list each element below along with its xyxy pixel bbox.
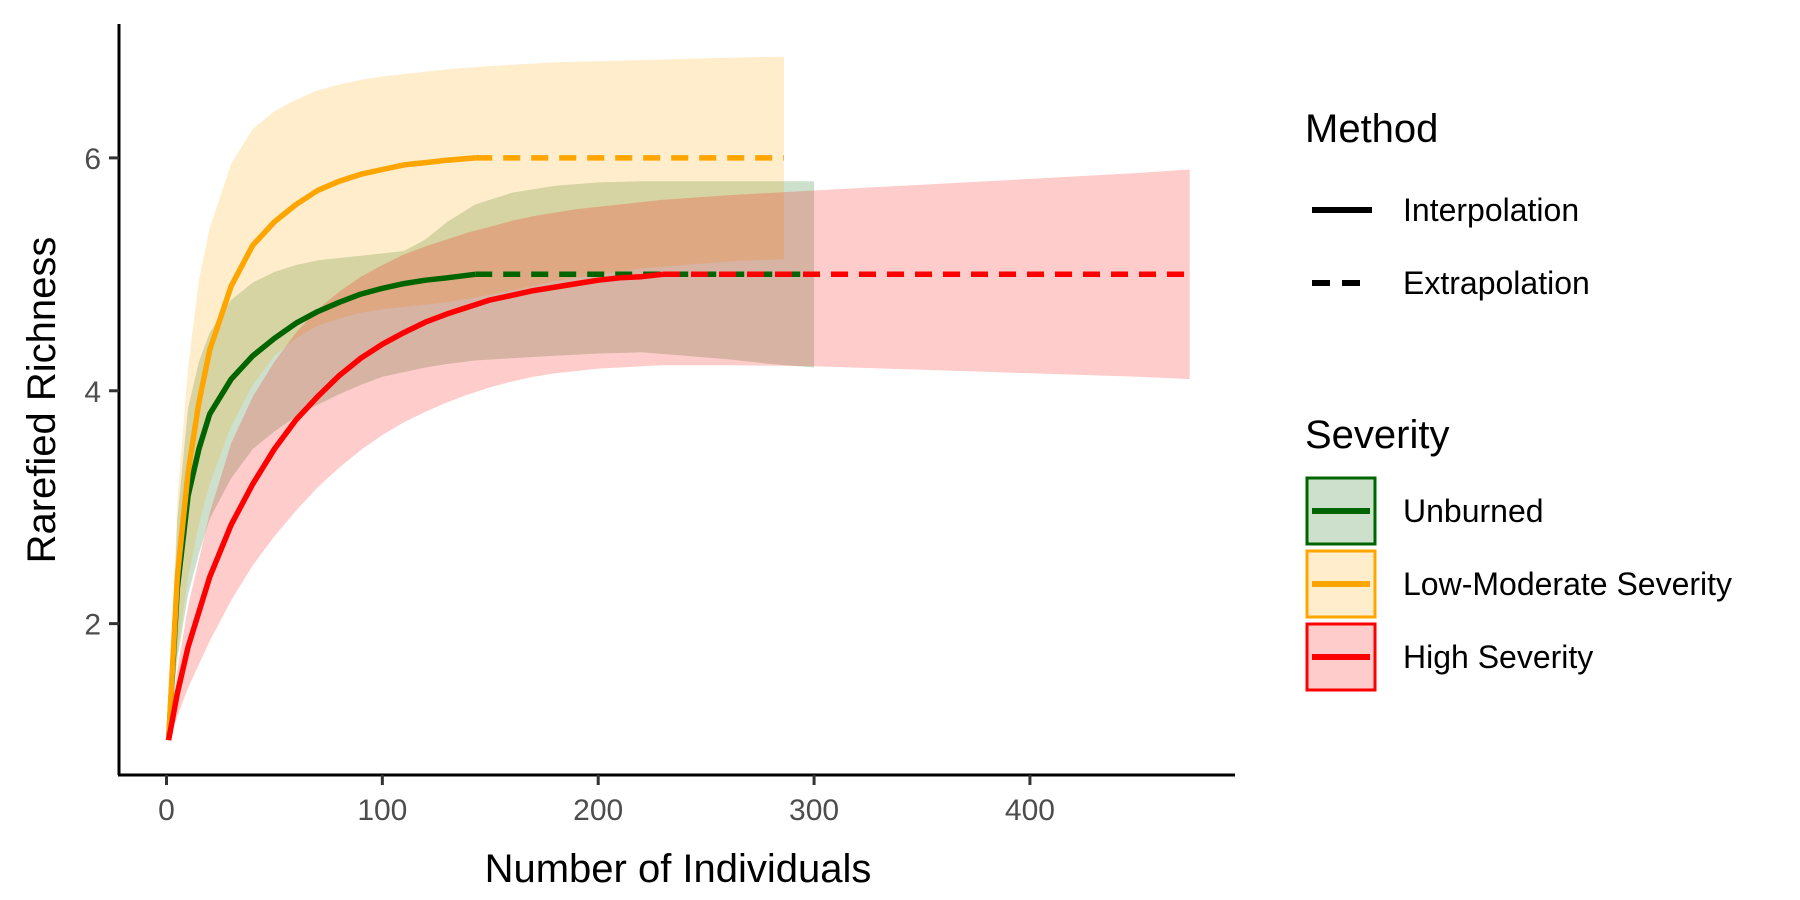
unburned-interpolation-line <box>165 271 476 741</box>
legend-unburned-label: Unburned <box>1403 493 1544 529</box>
confidence-bands <box>168 56 1190 741</box>
y-tick-label: 6 <box>84 143 101 176</box>
y-ticks: 2 4 6 <box>84 143 119 642</box>
x-tick-label: 200 <box>573 794 623 827</box>
unburned-confidence-band <box>168 181 815 741</box>
legend-interpolation-label: Interpolation <box>1403 192 1579 228</box>
legend: Method Interpolation Extrapolation Sever… <box>1305 107 1732 692</box>
legend-severity-title: Severity <box>1305 413 1450 457</box>
x-tick-label: 300 <box>789 794 839 827</box>
high-severity-confidence-band <box>168 169 1190 741</box>
x-tick-label: 400 <box>1005 794 1055 827</box>
legend-low-moderate-label: Low-Moderate Severity <box>1403 566 1732 602</box>
low-moderate-severity-interpolation-line <box>165 155 476 741</box>
axes <box>117 24 1235 777</box>
legend-high-severity-label: High Severity <box>1403 639 1593 675</box>
y-axis-title: Rarefied Richness <box>20 237 64 564</box>
y-tick-label: 4 <box>84 376 101 409</box>
legend-method-title: Method <box>1305 107 1438 151</box>
high-severity-interpolation-line <box>165 271 664 741</box>
x-tick-label: 0 <box>158 794 175 827</box>
x-tick-label: 100 <box>357 794 407 827</box>
y-tick-label: 2 <box>84 609 101 642</box>
legend-extrapolation-label: Extrapolation <box>1403 265 1590 301</box>
low-moderate-severity-confidence-band <box>168 56 784 741</box>
x-ticks: 0 100 200 300 400 <box>158 775 1055 827</box>
x-axis-title: Number of Individuals <box>485 847 872 891</box>
series-lines <box>165 155 1190 741</box>
